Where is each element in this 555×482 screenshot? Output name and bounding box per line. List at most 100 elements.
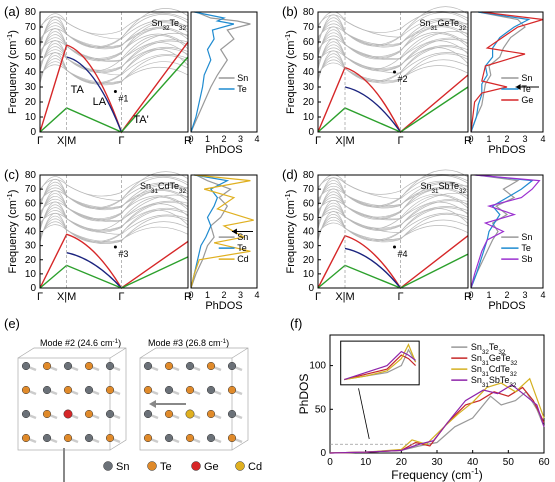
atom — [63, 385, 73, 395]
atom — [227, 409, 237, 419]
dos-frame — [190, 11, 258, 133]
gray-band — [39, 213, 189, 235]
crystal-structure — [17, 347, 127, 482]
dos-curve-te — [190, 174, 230, 289]
gray-band — [317, 45, 469, 69]
y-tick-label: 20 — [25, 97, 37, 108]
atom — [164, 409, 174, 419]
dos-tick-label: 4 — [540, 290, 545, 300]
text-span: ) — [285, 30, 297, 34]
gray-band — [39, 176, 189, 208]
displacement-arrow-head — [149, 400, 156, 408]
inset-curve-sb — [344, 350, 416, 381]
gray-band — [317, 207, 469, 241]
atom — [164, 433, 174, 443]
atom — [227, 385, 237, 395]
gray-band — [39, 39, 189, 61]
text-span: ) — [7, 190, 19, 194]
band-frame — [317, 174, 469, 289]
text-span: -1 — [221, 338, 227, 345]
text-span: Frequency (cm — [285, 41, 297, 114]
y-tick-label: 40 — [303, 227, 315, 238]
panel-label: (d) — [282, 167, 298, 182]
text-span: -1 — [5, 34, 14, 41]
text-span: SbTe — [438, 181, 459, 191]
gray-band — [39, 52, 189, 76]
legend-label: Sn31GeTe32 — [471, 353, 518, 367]
gray-phonon-bands — [317, 169, 469, 243]
ta-prime-branch — [39, 56, 189, 133]
x-tick-label: 10 — [360, 457, 372, 468]
k-point-label: Γ — [37, 135, 43, 147]
panel-f: (f) 0 50 100 0 10 20 30 40 50 60 PhDOS Frequency (cm… — [290, 316, 550, 482]
dos-curve-sn — [470, 174, 520, 289]
gray-phonon-bands — [39, 8, 189, 86]
atom — [105, 385, 115, 395]
gray-band — [317, 62, 469, 82]
x-axis-label: Frequency (cm-1) — [391, 466, 482, 482]
mode-label: #2 — [398, 74, 408, 84]
panel-title: Sn31CdTe32 — [140, 181, 187, 195]
text-span: 32 — [510, 371, 518, 378]
gray-band — [39, 224, 189, 242]
text-span: Frequency (cm — [7, 200, 19, 273]
atom — [206, 361, 216, 371]
y-tick-label: 70 — [303, 184, 315, 195]
atom — [21, 361, 31, 371]
gray-band — [317, 37, 469, 59]
k-point-label: R — [464, 135, 472, 147]
panel-label: (c) — [4, 167, 19, 182]
gray-band — [317, 206, 469, 229]
k-point-label: X|M — [57, 291, 76, 303]
text-span: ) — [479, 468, 483, 482]
text-span: 32 — [162, 25, 170, 32]
atom — [42, 361, 52, 371]
atom — [206, 433, 216, 443]
dos-tick-label: 2 — [221, 290, 226, 300]
dos-axis-label: PhDOS — [488, 300, 525, 312]
panel-label: (f) — [290, 316, 302, 331]
y-tick-label: 30 — [25, 82, 37, 93]
text-span: Sn — [151, 18, 162, 28]
text-span: Te — [169, 18, 179, 28]
ta-branch — [66, 252, 122, 289]
dos-tick-label: 2 — [221, 134, 226, 144]
dos-axis-label: PhDOS — [488, 144, 525, 156]
gray-band — [39, 32, 189, 62]
text-span: ) — [118, 338, 121, 348]
atom — [227, 433, 237, 443]
atom — [105, 433, 115, 443]
ta-prime-label: TA' — [133, 114, 148, 126]
gray-band — [317, 31, 469, 60]
gray-band — [39, 28, 189, 60]
dos-frame — [470, 11, 544, 133]
text-span: 32 — [179, 25, 187, 32]
gray-band — [317, 201, 469, 231]
dos-tick-label: 3 — [522, 134, 527, 144]
panel-title: Sn31GeTe32 — [419, 18, 466, 32]
gray-band — [317, 213, 469, 243]
gray-band — [39, 208, 189, 242]
dos-tick-label: 1 — [486, 290, 491, 300]
ta-branch — [66, 56, 123, 133]
y-tick-label: 60 — [303, 37, 315, 48]
y-tick-label: 50 — [303, 52, 315, 63]
text-span: -1 — [471, 466, 479, 476]
atom — [206, 409, 216, 419]
ta-prime-branch — [317, 253, 469, 289]
gray-band — [317, 40, 469, 72]
gray-band — [39, 55, 189, 86]
text-span: CdTe — [158, 181, 179, 191]
dos-tick-label: 0 — [188, 290, 193, 300]
gray-band — [317, 14, 469, 38]
y-tick-label: 20 — [303, 255, 315, 266]
legend-label: Sn32Te32 — [471, 342, 506, 356]
legend-label: Cd — [237, 254, 249, 264]
text-span: -1 — [283, 34, 292, 41]
ta-prime-branch — [317, 86, 469, 133]
y-tick-label: 10 — [25, 269, 37, 280]
gray-band — [39, 179, 189, 201]
atom — [164, 385, 174, 395]
